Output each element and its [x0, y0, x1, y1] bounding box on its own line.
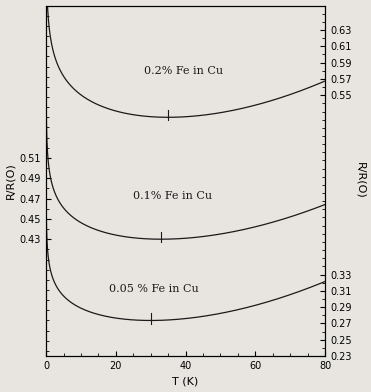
Text: 0.2% Fe in Cu: 0.2% Fe in Cu — [144, 65, 223, 76]
X-axis label: T (K): T (K) — [173, 376, 199, 387]
Text: 0.05 % Fe in Cu: 0.05 % Fe in Cu — [109, 284, 198, 294]
Y-axis label: R/R(O): R/R(O) — [355, 162, 365, 199]
Y-axis label: R/R(O): R/R(O) — [6, 162, 16, 199]
Text: 0.1% Fe in Cu: 0.1% Fe in Cu — [133, 191, 212, 201]
